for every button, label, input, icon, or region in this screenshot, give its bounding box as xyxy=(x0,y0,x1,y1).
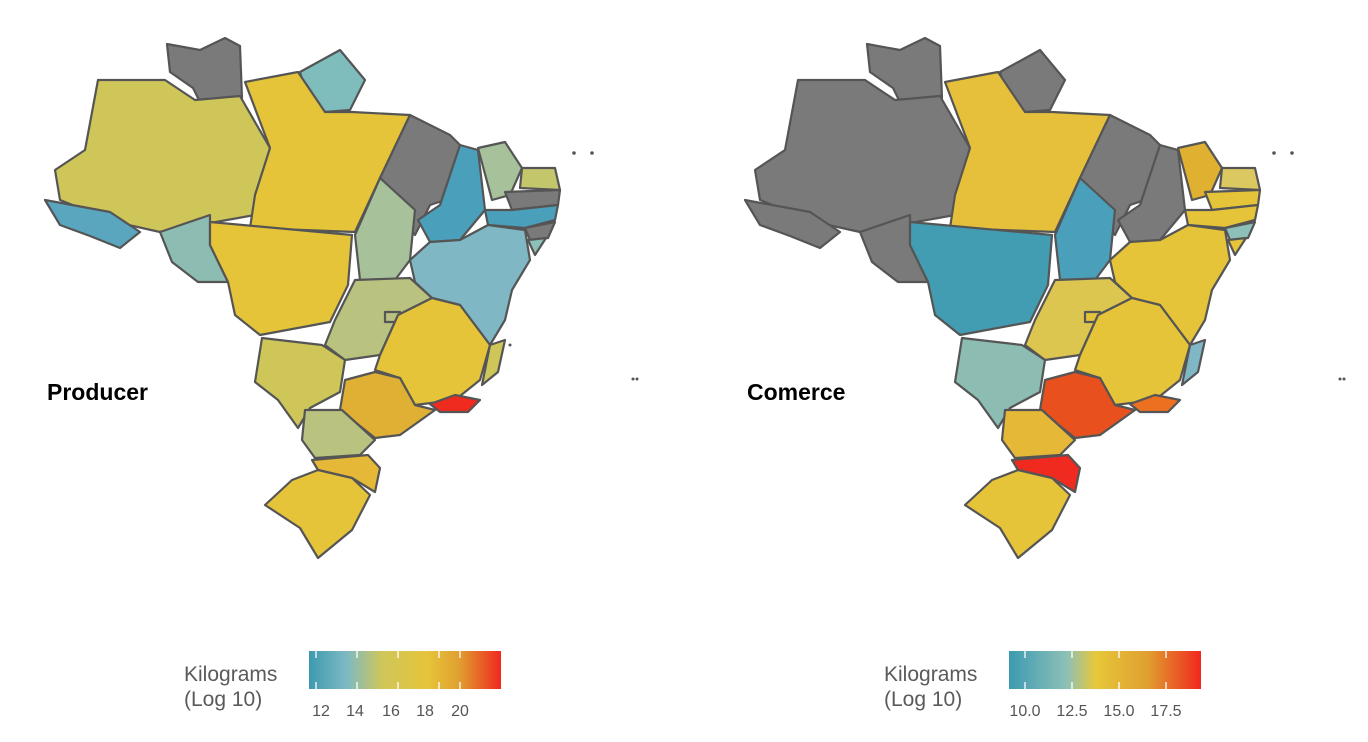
producer-tick-3: 16 xyxy=(382,703,400,720)
legend-title-line1: Kilograms xyxy=(184,663,278,686)
state-es[interactable] xyxy=(480,338,507,387)
comerce-tick-3: 15.0 xyxy=(1103,703,1135,720)
comerce-panel: Comerce Kilograms (Log 10) 10.0 12.5 15.… xyxy=(700,0,1368,742)
comerce-tick-2: 12.5 xyxy=(1056,703,1088,720)
state-alagoas[interactable] xyxy=(1223,220,1257,242)
state-rn[interactable] xyxy=(518,166,562,192)
comerce-colorbar xyxy=(1009,651,1201,689)
producer-tick-2: 14 xyxy=(346,703,364,720)
state-sergipe[interactable] xyxy=(526,236,548,257)
state-rj[interactable] xyxy=(428,393,482,414)
producer-tick-1: 12 xyxy=(312,703,330,720)
state-ceara[interactable] xyxy=(1176,140,1224,202)
legend-title-line2: (Log 10) xyxy=(184,688,263,711)
comerce-label: Comerce xyxy=(747,379,846,405)
state-ms[interactable] xyxy=(253,336,347,430)
state-alagoas[interactable] xyxy=(523,220,557,242)
producer-map xyxy=(43,36,639,560)
state-mato-grosso[interactable] xyxy=(908,220,1054,337)
producer-tick-4: 18 xyxy=(416,703,434,720)
state-acre[interactable] xyxy=(743,198,842,250)
state-ms[interactable] xyxy=(953,336,1047,430)
legend-title-line1: Kilograms xyxy=(884,663,978,686)
state-rs[interactable] xyxy=(963,468,1072,560)
state-rj[interactable] xyxy=(1128,393,1182,414)
producer-legend-title: Kilograms (Log 10) xyxy=(184,662,277,712)
state-rs[interactable] xyxy=(263,468,372,560)
state-rn[interactable] xyxy=(1218,166,1262,192)
state-acre[interactable] xyxy=(43,198,142,250)
state-sergipe[interactable] xyxy=(1226,236,1248,257)
producer-panel: Producer Kilograms (Log 10) 12 14 16 18 … xyxy=(43,36,639,720)
producer-colorbar xyxy=(309,651,501,689)
producer-tick-5: 20 xyxy=(451,703,469,720)
state-es[interactable] xyxy=(1180,338,1207,387)
comerce-legend-title: Kilograms (Log 10) xyxy=(884,662,977,712)
state-mato-grosso[interactable] xyxy=(208,220,354,337)
comerce-tick-4: 17.5 xyxy=(1150,703,1182,720)
comerce-tick-1: 10.0 xyxy=(1009,703,1041,720)
producer-label: Producer xyxy=(47,379,148,405)
comerce-map xyxy=(743,36,1346,560)
state-ceara[interactable] xyxy=(476,140,524,202)
legend-title-line2: (Log 10) xyxy=(884,688,963,711)
